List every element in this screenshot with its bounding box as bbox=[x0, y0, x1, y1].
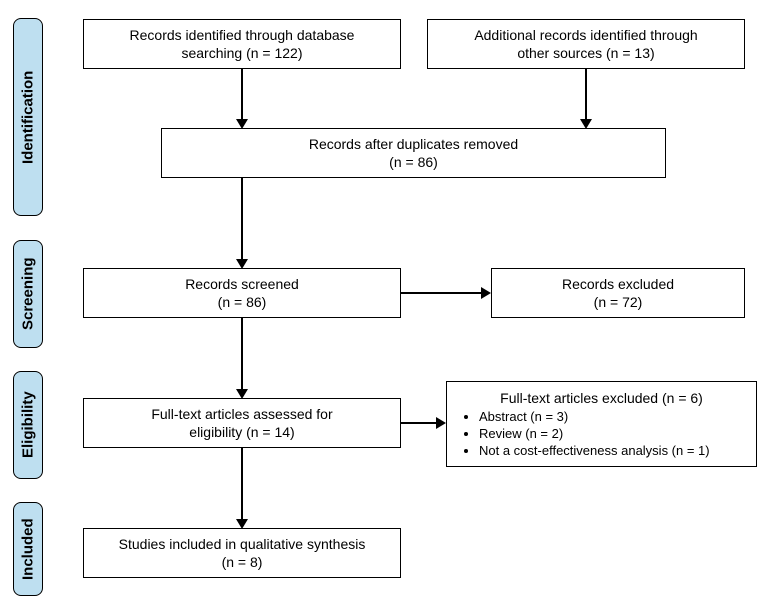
box-line: eligibility (n = 14) bbox=[189, 423, 294, 441]
arrow-line bbox=[401, 422, 438, 424]
arrow-line bbox=[401, 292, 483, 294]
arrow-head bbox=[481, 287, 491, 299]
box-ft-excluded: Full-text articles excluded (n = 6) Abst… bbox=[446, 381, 757, 467]
box-line: Records identified through database bbox=[130, 26, 355, 44]
box-line: Full-text articles excluded (n = 6) bbox=[500, 390, 703, 406]
phase-label-text: Identification bbox=[20, 70, 37, 163]
phase-screening: Screening bbox=[13, 240, 43, 348]
arrow-line bbox=[241, 178, 243, 261]
arrow-line bbox=[241, 318, 243, 391]
box-line: searching (n = 122) bbox=[181, 44, 302, 62]
phase-identification: Identification bbox=[13, 18, 43, 216]
arrow-line bbox=[241, 69, 243, 121]
box-line: other sources (n = 13) bbox=[517, 44, 654, 62]
box-line: Records screened bbox=[185, 275, 299, 293]
box-line: Full-text articles assessed for bbox=[151, 405, 332, 423]
phase-included: Included bbox=[13, 502, 43, 596]
arrow-line bbox=[585, 69, 587, 121]
box-line: Records after duplicates removed bbox=[309, 135, 518, 153]
box-line: (n = 86) bbox=[218, 293, 267, 311]
box-line: (n = 86) bbox=[389, 153, 438, 171]
box-line: (n = 72) bbox=[594, 293, 643, 311]
arrow-line bbox=[241, 448, 243, 521]
box-ft-assessed: Full-text articles assessed for eligibil… bbox=[83, 398, 401, 448]
box-db-search: Records identified through database sear… bbox=[83, 19, 401, 69]
box-excluded: Records excluded (n = 72) bbox=[491, 268, 745, 318]
box-line: Records excluded bbox=[562, 275, 674, 293]
arrow-head bbox=[436, 417, 446, 429]
box-line: Studies included in qualitative synthesi… bbox=[119, 535, 366, 553]
box-line: Additional records identified through bbox=[474, 26, 697, 44]
phase-eligibility: Eligibility bbox=[13, 371, 43, 479]
exclusion-list: Abstract (n = 3) Review (n = 2) Not a co… bbox=[461, 409, 710, 460]
box-line: (n = 8) bbox=[222, 553, 263, 571]
box-dup-removed: Records after duplicates removed (n = 86… bbox=[161, 128, 666, 178]
exclusion-item: Not a cost-effectiveness analysis (n = 1… bbox=[479, 443, 710, 460]
phase-label-text: Eligibility bbox=[20, 392, 37, 459]
phase-label-text: Screening bbox=[20, 258, 37, 331]
box-other-sources: Additional records identified through ot… bbox=[427, 19, 745, 69]
box-screened: Records screened (n = 86) bbox=[83, 268, 401, 318]
exclusion-item: Review (n = 2) bbox=[479, 426, 710, 443]
exclusion-item: Abstract (n = 3) bbox=[479, 409, 710, 426]
phase-label-text: Included bbox=[20, 518, 37, 580]
box-included: Studies included in qualitative synthesi… bbox=[83, 528, 401, 578]
